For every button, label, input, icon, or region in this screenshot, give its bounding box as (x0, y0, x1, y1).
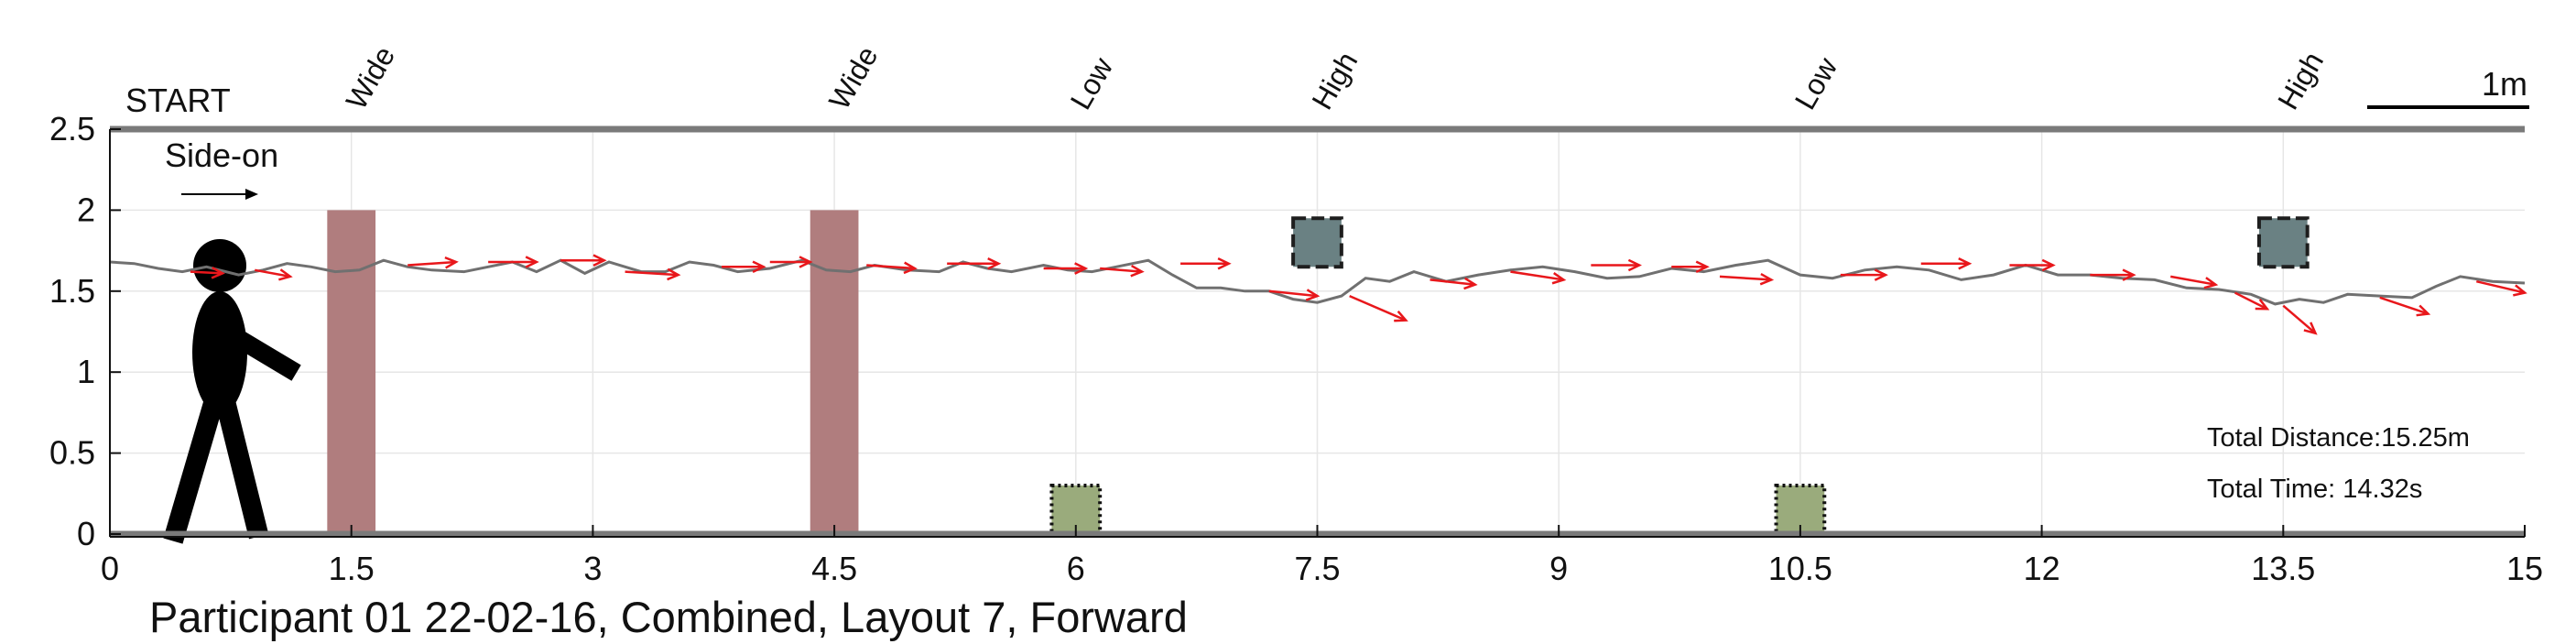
x-tick-label: 9 (1549, 550, 1568, 587)
walker-left-leg-icon (163, 381, 229, 544)
heading-arrow (866, 261, 918, 275)
heading-arrow (1268, 289, 1321, 301)
x-tick-label: 0 (101, 550, 119, 587)
heading-arrow (1920, 257, 1973, 270)
scale-bar-label: 1m (2482, 65, 2527, 103)
heading-arrow (190, 267, 225, 279)
walker-head-icon (193, 239, 246, 292)
heading-arrow (1510, 270, 1567, 285)
obstacle-wide (810, 210, 859, 534)
x-tick-label: 13.5 (2251, 550, 2315, 587)
heading-arrow (625, 267, 681, 281)
grid (110, 129, 2525, 534)
y-tick-label: 2.5 (49, 110, 95, 147)
x-tick-label: 12 (2024, 550, 2060, 587)
x-tick-label: 1.5 (329, 550, 375, 587)
walker-torso-icon (192, 291, 247, 414)
heading-arrow (2379, 296, 2431, 317)
heading-arrow (1100, 264, 1145, 278)
heading-arrow (769, 256, 813, 268)
obstacle-high (1291, 216, 1343, 269)
obstacle-label: Low (1064, 51, 1120, 115)
heading-arrow (2282, 304, 2318, 335)
walker-right-leg-icon (211, 381, 269, 540)
heading-arrow-layer (190, 254, 2527, 335)
y-tick-label: 2 (77, 191, 95, 228)
obstacle-label: High (1305, 47, 1364, 115)
heading-arrow (1429, 277, 1478, 290)
chart-title: Participant 01 22-02-16, Combined, Layou… (149, 593, 1188, 641)
heading-arrow (2170, 275, 2219, 289)
y-tick-label: 1.5 (49, 272, 95, 310)
heading-arrow (1180, 257, 1232, 270)
obstacle-label: Wide (822, 40, 885, 115)
heading-arrow (1671, 260, 1710, 274)
trajectory-layer (109, 258, 2526, 306)
x-tick-label: 10.5 (1768, 550, 1832, 587)
x-tick-label: 7.5 (1294, 550, 1340, 587)
trajectory-line (109, 258, 2526, 306)
x-tick-label: 4.5 (811, 550, 857, 587)
heading-arrow (2009, 258, 2056, 272)
obstacle-high (2256, 216, 2310, 269)
total-time: Total Time: 14.32s (2207, 475, 2422, 504)
heading-arrow (560, 254, 607, 267)
tick-labels: 0 1.5 3 4.5 6 7.5 9 10.5 12 13.5 15 0 0.5 1 1.5 2 2.5 (49, 110, 2543, 587)
scale-bar: 1m (2367, 65, 2529, 109)
walker-figure-icon (163, 239, 301, 544)
obstacle-wide (327, 210, 376, 534)
y-tick-label: 0.5 (49, 434, 95, 472)
heading-arrow (2234, 291, 2270, 311)
heading-arrow (2090, 268, 2136, 281)
heading-arrow (408, 256, 459, 269)
y-tick-label: 1 (77, 353, 95, 390)
walker-arm-icon (214, 319, 301, 381)
start-label: START (125, 82, 231, 119)
heading-arrow (1043, 262, 1089, 275)
x-tick-label: 15 (2506, 550, 2543, 587)
heading-arrow (1349, 294, 1408, 322)
y-tick-label: 0 (77, 515, 95, 552)
heading-arrow (947, 257, 1002, 270)
heading-arrow (1840, 268, 1888, 281)
heading-arrow (2475, 279, 2527, 297)
obstacle-label: High (2271, 47, 2330, 115)
view-label: Side-on (165, 136, 278, 174)
heading-arrow (722, 260, 766, 274)
obstacle-label: Wide (340, 40, 402, 115)
direction-arrow-icon (181, 189, 258, 200)
heading-arrow (254, 268, 293, 281)
obstacle-label: Low (1788, 51, 1844, 115)
x-tick-label: 6 (1067, 550, 1085, 587)
obstacle-layer: Wide Wide Low High Low High (327, 40, 2330, 537)
heading-arrow (488, 256, 539, 268)
total-distance: Total Distance:15.25m (2207, 423, 2470, 453)
heading-arrow (1719, 272, 1775, 286)
heading-arrow (1591, 258, 1642, 272)
x-tick-label: 3 (583, 550, 602, 587)
